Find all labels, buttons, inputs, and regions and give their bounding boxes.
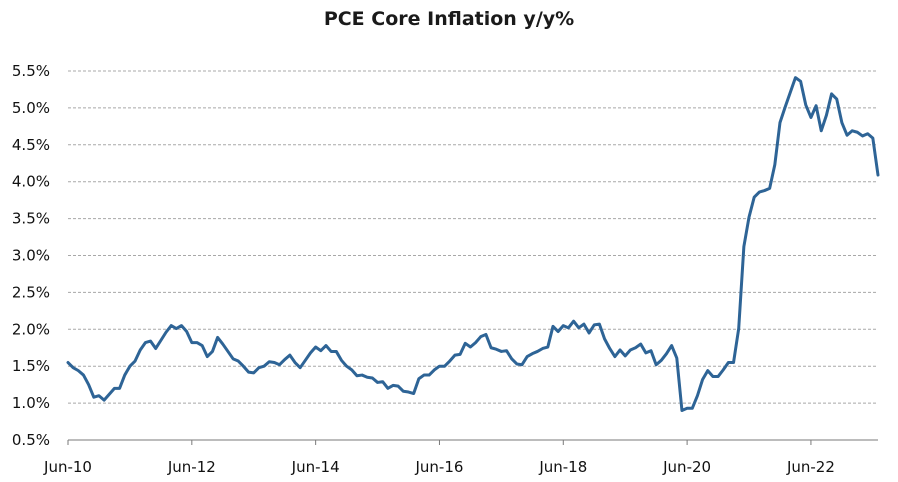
y-tick-label: 2.5% bbox=[12, 283, 50, 301]
y-tick-label: 0.5% bbox=[12, 431, 50, 449]
y-tick-label: 5.0% bbox=[12, 99, 50, 117]
y-tick-labels: 0.5% 1.0% 1.5% 2.0% 2.5% 3.0% 3.5% 4.0% 4.5% 5.0%… bbox=[12, 62, 50, 449]
x-tick-label: Jun-22 bbox=[786, 458, 835, 476]
y-tick-label: 1.5% bbox=[12, 357, 50, 375]
series-layer bbox=[66, 76, 880, 412]
y-tick-label: 3.0% bbox=[12, 247, 50, 265]
x-tick-label: Jun-20 bbox=[662, 458, 711, 476]
x-tick-label: Jun-14 bbox=[291, 458, 340, 476]
grid-lines bbox=[68, 70, 878, 404]
x-tick-label: Jun-12 bbox=[167, 458, 216, 476]
y-tick-label: 4.0% bbox=[12, 173, 50, 191]
x-tick-label: Jun-10 bbox=[43, 458, 92, 476]
x-tick-label: Jun-18 bbox=[538, 458, 587, 476]
y-tick-label: 5.5% bbox=[12, 62, 50, 80]
x-tick-label: Jun-16 bbox=[414, 458, 463, 476]
x-tick-labels: Jun-10 Jun-12 Jun-14 Jun-16 Jun-18 Jun-20 Jun-… bbox=[43, 440, 835, 476]
series-line bbox=[66, 76, 880, 412]
y-tick-label: 1.0% bbox=[12, 394, 50, 412]
chart-title: PCE Core Inflation y/y% bbox=[323, 8, 575, 30]
y-tick-label: 4.5% bbox=[12, 136, 50, 154]
y-tick-label: 3.5% bbox=[12, 210, 50, 228]
y-tick-label: 2.0% bbox=[12, 320, 50, 338]
